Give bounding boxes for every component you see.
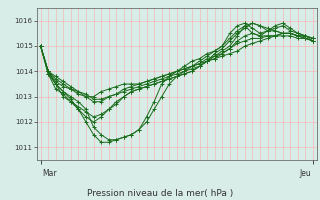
Text: Mar: Mar [43, 169, 57, 178]
Text: Jeu: Jeu [300, 169, 311, 178]
Text: Pression niveau de la mer( hPa ): Pression niveau de la mer( hPa ) [87, 189, 233, 198]
